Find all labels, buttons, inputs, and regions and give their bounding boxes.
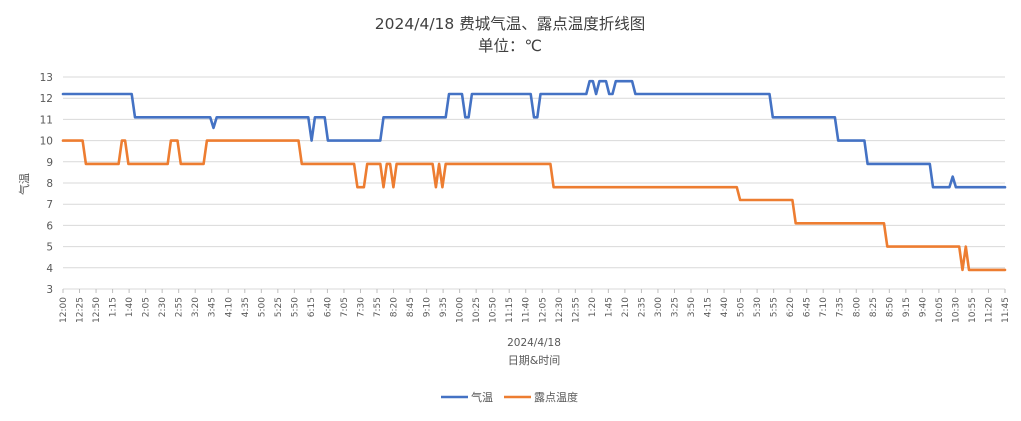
x-tick-label: 5:05	[737, 297, 747, 317]
x-tick-label: 9:35	[439, 297, 449, 317]
x-tick-label: 12:55	[571, 297, 581, 323]
x-tick-label: 6:15	[307, 297, 317, 317]
x-tick-label: 3:45	[208, 297, 218, 317]
x-tick-label: 2:10	[621, 297, 631, 317]
x-tick-label: 3:20	[191, 297, 201, 317]
x-tick-label: 10:55	[968, 297, 978, 323]
x-tick-label: 6:20	[786, 297, 796, 317]
x-tick-label: 2:35	[637, 297, 647, 317]
series-line-temperature	[61, 79, 1007, 189]
x-tick-label: 12:00	[59, 297, 69, 323]
x-tick-label: 8:00	[852, 297, 862, 317]
x-axis-label: 日期&时间	[508, 354, 561, 367]
x-tick-label: 8:20	[390, 297, 400, 317]
y-tick-label: 9	[46, 157, 53, 169]
x-tick-label: 2:05	[142, 297, 152, 317]
x-tick-label: 5:25	[274, 297, 284, 317]
x-tick-label: 10:00	[456, 297, 466, 323]
x-tick-label: 12:50	[92, 297, 102, 323]
x-tick-label: 7:30	[356, 297, 366, 317]
x-tick-label: 9:15	[902, 297, 912, 317]
legend-label: 气温	[471, 390, 493, 404]
x-tick-label: 5:00	[257, 297, 267, 317]
y-tick-label: 5	[46, 242, 53, 254]
x-tick-label: 5:50	[290, 297, 300, 317]
y-tick-label: 6	[46, 220, 53, 232]
x-tick-label: 1:20	[588, 297, 598, 317]
y-tick-label: 7	[46, 199, 53, 211]
series-lines	[61, 79, 1007, 272]
y-axis-label: 气温	[17, 173, 31, 195]
chart-subtitle: 单位：℃	[478, 37, 542, 55]
x-tick-label: 7:35	[836, 297, 846, 317]
x-tick-label: 4:10	[224, 297, 234, 317]
x-axis-date-label: 2024/4/18	[507, 337, 561, 349]
series-line-dewpoint	[61, 139, 1007, 272]
x-tick-label: 10:25	[472, 297, 482, 323]
x-tick-label: 1:45	[604, 297, 614, 317]
gridlines	[63, 76, 1005, 290]
x-tick-label: 11:45	[1001, 297, 1011, 323]
x-tick-label: 11:20	[984, 297, 994, 323]
x-tick-label: 12:25	[76, 297, 86, 323]
x-tick-label: 1:15	[109, 297, 119, 317]
legend: 气温 露点温度	[441, 390, 578, 404]
x-tick-label: 4:35	[241, 297, 251, 317]
x-tick-label: 6:45	[803, 297, 813, 317]
x-tick-label: 7:05	[340, 297, 350, 317]
x-tick-label: 1:40	[125, 297, 135, 317]
x-tick-label: 4:40	[720, 297, 730, 317]
legend-label: 露点温度	[534, 390, 578, 404]
x-tick-label: 3:00	[654, 297, 664, 317]
x-tick-label: 7:10	[819, 297, 829, 317]
x-tick-label: 3:50	[687, 297, 697, 317]
y-tick-label: 4	[46, 263, 53, 275]
x-tick-label: 7:55	[373, 297, 383, 317]
x-tick-label: 2:55	[175, 297, 185, 317]
x-tick-label: 12:05	[538, 297, 548, 323]
x-tick-label: 3:25	[670, 297, 680, 317]
x-tick-label: 11:40	[522, 297, 532, 323]
x-tick-label: 10:05	[935, 297, 945, 323]
y-tick-label: 8	[46, 178, 53, 190]
y-tick-label: 10	[40, 136, 53, 148]
y-tick-label: 3	[46, 284, 53, 296]
y-tick-label: 12	[40, 93, 53, 105]
y-axis-ticks: 3 4 5 6 7 8 9 10 11 12 13	[40, 72, 54, 296]
x-tick-label: 4:15	[704, 297, 714, 317]
x-tick-label: 10:50	[489, 297, 499, 323]
x-axis-ticks: 12:00 12:25 12:50 1:15 1:40 2:05 2:30 2:55 3:20 3…	[59, 289, 1011, 323]
x-tick-label: 8:50	[885, 297, 895, 317]
x-tick-label: 2:30	[158, 297, 168, 317]
y-tick-label: 13	[40, 72, 53, 84]
x-tick-label: 9:40	[918, 297, 928, 317]
x-tick-label: 12:30	[555, 297, 565, 323]
y-tick-label: 11	[40, 114, 53, 126]
x-tick-label: 8:45	[406, 297, 416, 317]
x-tick-label: 5:30	[753, 297, 763, 317]
x-tick-label: 9:10	[423, 297, 433, 317]
x-tick-label: 8:25	[869, 297, 879, 317]
chart-title: 2024/4/18 费城气温、露点温度折线图	[375, 15, 645, 33]
x-tick-label: 6:40	[323, 297, 333, 317]
x-tick-label: 5:55	[770, 297, 780, 317]
x-tick-label: 10:30	[951, 297, 961, 323]
x-tick-label: 11:15	[505, 297, 515, 323]
